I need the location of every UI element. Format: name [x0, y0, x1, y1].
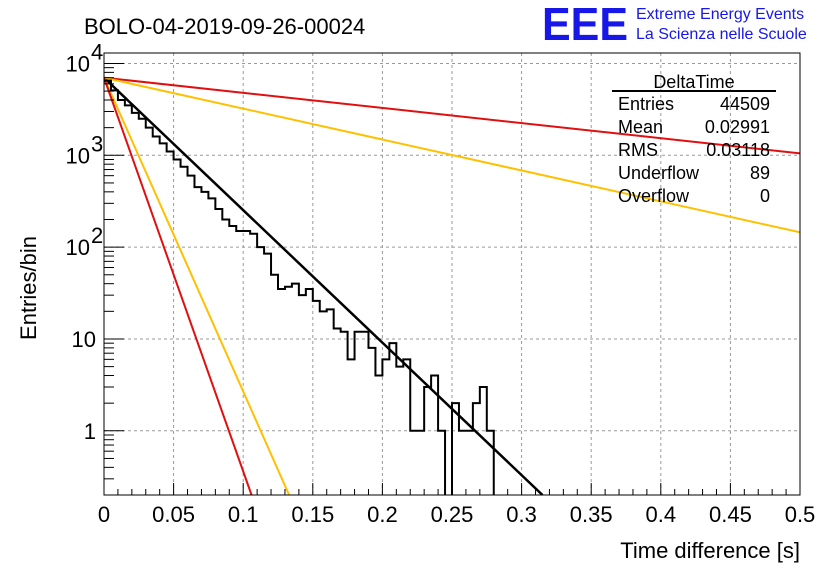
fit-line [104, 77, 291, 495]
chart-title: BOLO-04-2019-09-26-00024 [84, 14, 365, 39]
stats-box: DeltaTime Entries 44509 Mean 0.02991 RMS 0.03… [612, 72, 776, 206]
stats-value: 0 [760, 186, 770, 206]
fit-lines [104, 76, 800, 495]
fit-line [104, 76, 800, 155]
x-tick-label: 0.45 [709, 502, 752, 527]
stats-rows: Entries 44509 Mean 0.02991 RMS 0.03118 Underfl… [618, 94, 770, 206]
fit-line [104, 76, 800, 234]
y-tick-label: 1 [84, 419, 96, 444]
y-tick-label: 10 [66, 51, 90, 76]
y-tick-label: 10 [72, 327, 96, 352]
x-axis-ticks: 0 0.05 0.1 0.15 0.2 0.25 0.3 0.35 0.4 0.45 0.5 [98, 483, 815, 527]
fit-line [104, 76, 544, 495]
stats-label: Entries [618, 94, 674, 114]
stats-value: 0.02991 [705, 117, 770, 137]
x-tick-label: 0.2 [367, 502, 398, 527]
stats-title: DeltaTime [653, 72, 734, 92]
x-tick-label: 0 [98, 502, 110, 527]
y-tick-label: 10 [66, 235, 90, 260]
x-tick-label: 0.15 [291, 502, 334, 527]
x-tick-label: 0.25 [431, 502, 474, 527]
stats-label: Overflow [618, 186, 690, 206]
plot-content [104, 76, 800, 495]
x-tick-label: 0.4 [646, 502, 677, 527]
y-axis-label: Entries/bin [16, 236, 41, 340]
logo-line2: La Scienza nelle Scuole [636, 26, 807, 43]
stats-value: 44509 [720, 94, 770, 114]
eee-logo: EEE Extreme Energy Events La Scienza nel… [542, 0, 807, 50]
x-tick-label: 0.5 [785, 502, 816, 527]
logo-line1: Extreme Energy Events [636, 6, 804, 23]
x-tick-label: 0.1 [228, 502, 259, 527]
x-tick-label: 0.35 [570, 502, 613, 527]
eee-logo-mark: EEE [542, 0, 628, 50]
histogram-steps [104, 79, 495, 495]
stats-value: 89 [750, 163, 770, 183]
y-tick-exponent: 3 [91, 131, 103, 156]
x-axis-label: Time difference [s] [620, 538, 800, 563]
x-tick-label: 0.3 [506, 502, 537, 527]
y-tick-label: 10 [66, 143, 90, 168]
stats-label: Underflow [618, 163, 700, 183]
x-tick-label: 0.05 [152, 502, 195, 527]
y-tick-exponent: 4 [91, 39, 103, 64]
y-tick-exponent: 2 [91, 223, 103, 248]
stats-label: Mean [618, 117, 663, 137]
stats-label: RMS [618, 140, 658, 160]
fit-line [104, 77, 253, 495]
stats-value: 0.03118 [706, 140, 770, 160]
